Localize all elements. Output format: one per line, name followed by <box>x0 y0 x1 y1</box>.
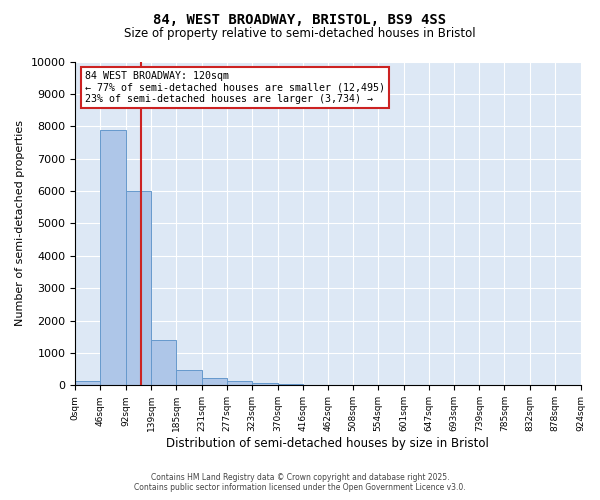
Text: 84, WEST BROADWAY, BRISTOL, BS9 4SS: 84, WEST BROADWAY, BRISTOL, BS9 4SS <box>154 12 446 26</box>
Bar <box>227 382 252 386</box>
Text: Size of property relative to semi-detached houses in Bristol: Size of property relative to semi-detach… <box>124 28 476 40</box>
X-axis label: Distribution of semi-detached houses by size in Bristol: Distribution of semi-detached houses by … <box>166 437 490 450</box>
Bar <box>278 384 303 386</box>
Bar <box>252 383 278 386</box>
Bar <box>125 191 151 386</box>
Bar <box>100 130 125 386</box>
Y-axis label: Number of semi-detached properties: Number of semi-detached properties <box>15 120 25 326</box>
Bar <box>75 381 100 386</box>
Bar <box>202 378 227 386</box>
Text: Contains HM Land Registry data © Crown copyright and database right 2025.
Contai: Contains HM Land Registry data © Crown c… <box>134 473 466 492</box>
Bar <box>176 370 202 386</box>
Bar <box>151 340 176 386</box>
Text: 84 WEST BROADWAY: 120sqm
← 77% of semi-detached houses are smaller (12,495)
23% : 84 WEST BROADWAY: 120sqm ← 77% of semi-d… <box>85 71 385 104</box>
